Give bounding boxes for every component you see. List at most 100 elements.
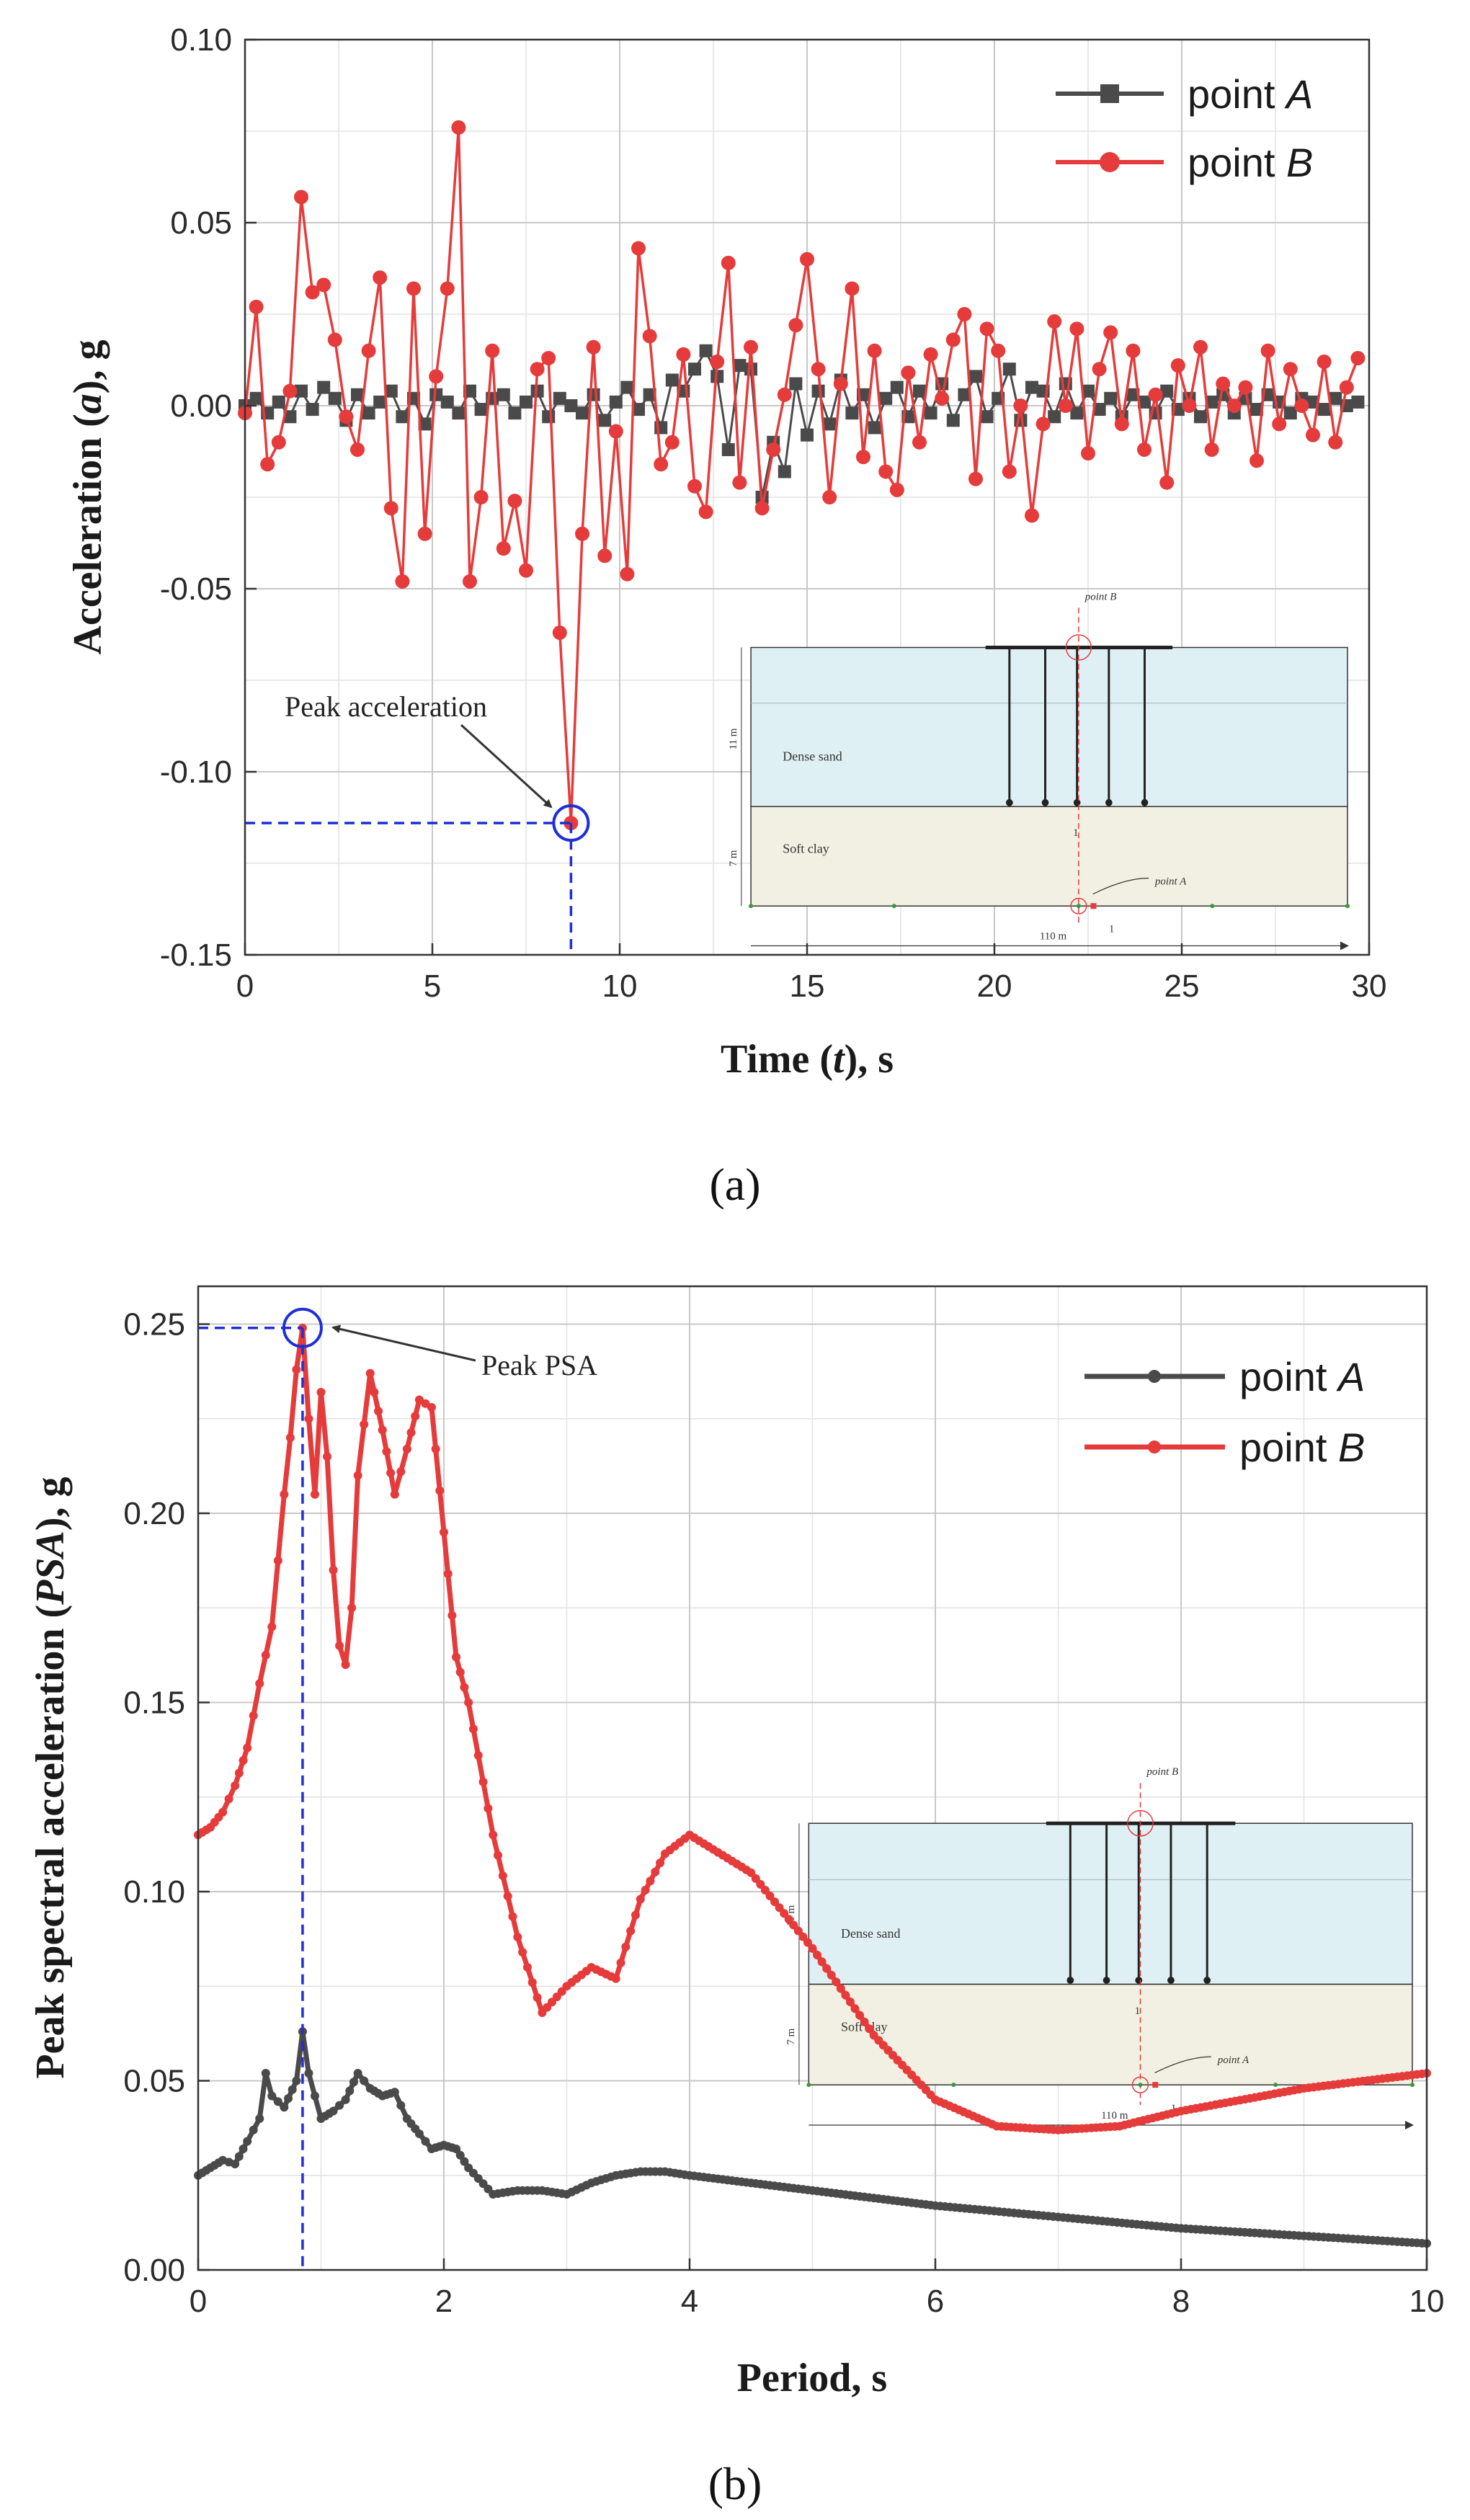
series-point-b-marker (813, 1951, 822, 1960)
y-label-part-1: Acceleration ( (66, 414, 110, 654)
series-point-a-marker (688, 362, 701, 376)
legend-a-marker-a (1100, 84, 1119, 103)
series-point-b-marker (1025, 508, 1039, 523)
series-point-b-marker (429, 369, 444, 384)
series-point-b-marker (836, 1984, 845, 1993)
series-point-b-marker (747, 1868, 756, 1877)
inset-point-a-leader (1092, 878, 1149, 895)
series-point-a-marker (328, 391, 342, 405)
inset-dense-sand-label: Dense sand (841, 1926, 900, 1941)
series-point-b-marker (440, 281, 455, 296)
inset-pile-tip (1105, 798, 1113, 806)
series-point-a-marker (452, 406, 466, 420)
series-point-b-marker (621, 1942, 631, 1951)
b-x-tick-label: 0 (190, 2284, 207, 2319)
series-point-b-marker (901, 365, 916, 380)
series-point-a-marker (249, 2125, 258, 2134)
series-point-b-marker (789, 1920, 798, 1930)
series-point-b-marker (395, 574, 410, 589)
series-point-a-marker (292, 2076, 301, 2085)
panel-b-ticks: 0 2 4 6 8 10 0.00 0.05 0.10 0.15 0.20 0.25 (123, 1307, 1444, 2320)
series-point-a-marker (721, 442, 735, 456)
series-point-b-marker (732, 475, 747, 490)
a-x-tick-label: 20 (977, 969, 1012, 1004)
series-point-b-marker (832, 1977, 841, 1987)
series-point-a-marker (609, 395, 623, 409)
series-point-b-marker (642, 329, 657, 344)
series-point-b-marker (620, 566, 635, 582)
series-point-b-marker (803, 1938, 812, 1947)
series-point-a-marker (329, 2106, 338, 2116)
series-point-b-marker (473, 1751, 483, 1760)
series-point-a-marker (520, 395, 533, 409)
panel-b-label: (b) (708, 2458, 762, 2509)
series-point-b-marker (507, 494, 522, 509)
inset-dense-sand-label: Dense sand (783, 749, 842, 763)
series-point-b-marker (1250, 453, 1264, 468)
b-x-label-part-1: Period, s (737, 2356, 887, 2400)
series-point-a-marker (508, 406, 522, 420)
series-point-b-marker (527, 1978, 537, 1987)
series-point-b-marker (468, 1724, 478, 1734)
series-point-a-marker (360, 2076, 369, 2085)
series-point-b-marker (626, 1926, 636, 1936)
series-point-b-marker (292, 1365, 301, 1374)
panel-b-frame (197, 1285, 1428, 2271)
series-point-b-marker (777, 387, 792, 402)
series-point-b-marker (1238, 380, 1253, 395)
series-point-a-marker (1025, 380, 1038, 394)
series-point-a-marker (665, 373, 679, 387)
series-point-a-marker (421, 2137, 430, 2146)
inset-point-b-circle (1127, 1809, 1154, 1837)
series-point-b-marker (850, 2004, 860, 2013)
series-point-b-marker (489, 1830, 498, 1840)
series-point-b-marker (285, 1433, 295, 1442)
a-y-tick-label: -0.10 (160, 754, 232, 790)
b-y-tick-label: 0.10 (123, 1874, 185, 1910)
series-point-b-marker (316, 1388, 326, 1397)
series-point-a-marker (455, 2150, 465, 2160)
series-point-a-marker (429, 388, 443, 401)
series-point-a-marker (335, 2101, 344, 2110)
b-y-tick-label: 0.00 (123, 2253, 185, 2288)
panel-a-ticks: 0 5 10 15 20 25 30 -0.15 -0.10 -0.05 0.00 0.05 0.10 (160, 22, 1387, 1004)
series-point-a-marker (261, 2069, 270, 2078)
legend-a-italic-b: B (1286, 140, 1313, 185)
series-point-b-marker (912, 435, 927, 450)
series-point-b-marker (800, 251, 814, 267)
inset-point-b-label: point B (1146, 1766, 1178, 1778)
series-point-b-marker (867, 343, 882, 358)
series-point-b-marker (552, 625, 567, 640)
series-point-a-marker (267, 2091, 277, 2101)
b-y-tick-label: 0.05 (123, 2064, 185, 2099)
series-point-a-marker (733, 359, 747, 373)
series-point-a-marker (1351, 395, 1365, 409)
inset-base-node (951, 2083, 956, 2088)
series-point-b-marker (513, 1933, 522, 1941)
series-point-b-marker (775, 1903, 784, 1913)
series-point-b-marker (1328, 435, 1343, 450)
series-point-a-marker (1104, 391, 1118, 405)
series-point-b-marker (698, 504, 713, 520)
series-point-b-marker (224, 1794, 233, 1804)
series-point-b-marker (249, 299, 264, 314)
series-point-b-marker (360, 1420, 369, 1429)
series-point-b-marker (1170, 358, 1185, 373)
a-x-tick-label: 0 (236, 969, 254, 1004)
series-point-b-marker (744, 339, 758, 355)
series-point-b-marker (347, 1603, 357, 1613)
series-point-b-marker (1114, 417, 1129, 432)
series-point-b-marker (991, 343, 1006, 358)
legend-b-prefix-b: point (1239, 1425, 1338, 1470)
series-point-b-marker (390, 1490, 399, 1499)
series-point-a-marker (349, 2078, 358, 2087)
series-point-a-marker (440, 395, 454, 409)
series-point-a-marker (414, 2129, 424, 2138)
series-point-b-marker (411, 1412, 420, 1421)
series-point-b-marker (1148, 387, 1163, 402)
series-point-b-marker (503, 1892, 512, 1901)
legend-a-prefix-b: point (1188, 140, 1286, 185)
series-point-b-marker (611, 1974, 620, 1983)
series-point-b-marker (373, 270, 388, 285)
series-point-a-marker (913, 384, 926, 398)
